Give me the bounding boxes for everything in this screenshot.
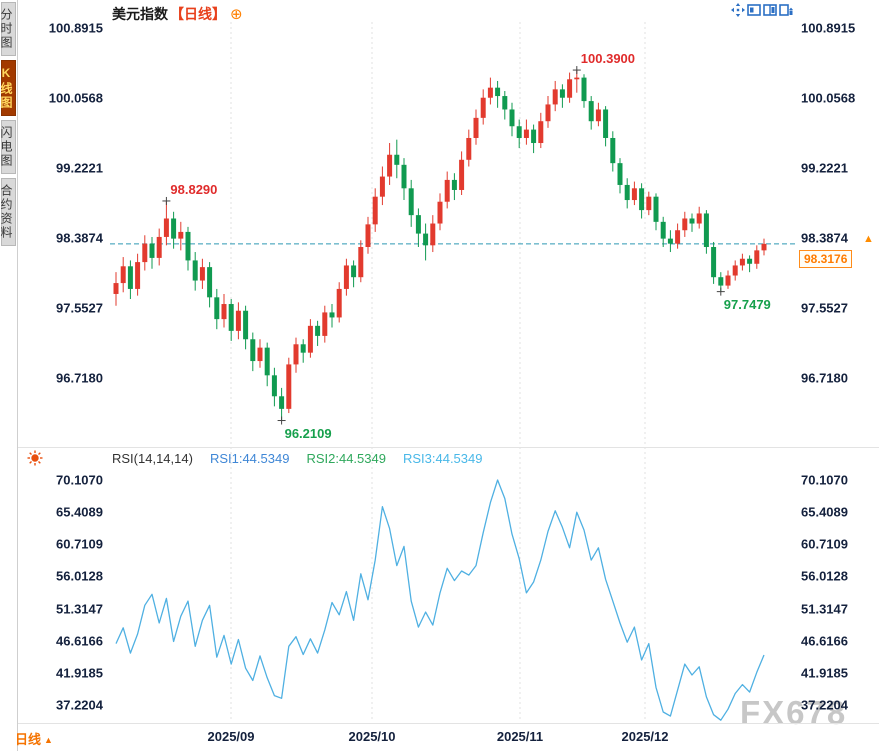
expand-arrows-icon[interactable] [731,3,745,17]
price-annotation: 100.3900 [580,51,636,67]
price-annotation: 96.2109 [284,425,332,441]
price-axis-label-right: 96.7180 [801,370,848,386]
price-axis-label-right: 98.3874 [801,230,848,246]
layout-pop-right-icon[interactable] [779,3,793,17]
chart-layout-toolbar [731,3,793,17]
sidebar-tabs: 分时图 K线图闪电图合约资料 [0,2,17,246]
symbol-title: 美元指数 [112,6,168,22]
timeframe-dropdown-arrow-icon: ▲ [44,735,53,745]
rsi-axis-label-left: 56.0128 [56,568,103,584]
indicator-settings-icon[interactable] [27,450,43,466]
price-axis-label-left: 99.2221 [56,160,103,176]
layout-split-icon[interactable] [763,3,777,17]
rsi-axis-label-left: 46.6166 [56,633,103,649]
xaxis-divider [18,723,879,724]
rsi2-value: RSI2:44.5349 [306,451,386,466]
sidebar-tab-timeshare-chart[interactable]: 分时图 [0,2,16,56]
rsi-axis-label-right: 46.6166 [801,633,848,649]
rsi-axis-label-left: 65.4089 [56,504,103,520]
add-indicator-icon[interactable]: ⊕ [230,6,243,23]
price-axis-label-right: 100.0568 [801,90,856,106]
timeframe-selector-label: 日线 [15,732,42,747]
rsi-axis-label-right: 56.0128 [801,568,848,584]
timeframe-selector[interactable]: 日线 ▲ [15,729,53,748]
price-axis-label-left: 100.8915 [48,20,103,36]
sidebar-tab-lightning-chart[interactable]: 闪电图 [0,120,16,174]
rsi-axis-label-left: 60.7109 [56,536,103,552]
price-axis-label-left: 97.5527 [56,300,103,316]
rsi-axis-label-right: 41.9185 [801,665,848,681]
rsi3-value: RSI3:44.5349 [402,451,483,466]
timeframe-tag: 【日线】 [170,6,226,22]
rsi-axis-label-right: 37.2204 [801,697,848,713]
rsi-header: RSI(14,14,14) RSI1:44.5349 RSI2:44.5349 … [112,451,482,466]
latest-price-arrow-icon[interactable]: ▲ [863,233,874,245]
price-axis-label-right: 100.8915 [801,20,856,36]
rsi-axis-label-right: 70.1070 [801,472,848,488]
current-price-label: 98.3176 [799,250,853,268]
date-axis-label: 2025/09 [207,729,255,744]
price-annotation: 98.8290 [170,181,218,197]
chart-header: 美元指数 【日线】 ⊕ [112,4,243,24]
rsi-axis-label-left: 51.3147 [56,601,103,617]
date-axis-label: 2025/11 [496,729,544,744]
rsi-axis-label-right: 60.7109 [801,536,848,552]
rsi1-value: RSI1:44.5349 [209,451,290,466]
price-axis-label-left: 96.7180 [56,370,103,386]
rsi-title: RSI(14,14,14) [112,451,193,466]
layout-single-icon[interactable] [747,3,761,17]
date-axis-label: 2025/12 [621,729,669,744]
price-axis-label-left: 98.3874 [56,230,103,246]
price-annotation: 97.7479 [723,296,771,312]
price-axis-label-left: 100.0568 [48,90,103,106]
date-axis-label: 2025/10 [348,729,396,744]
sidebar-divider [17,0,18,751]
sidebar-tab-contract-info[interactable]: 合约资料 [0,178,16,246]
price-axis-label-right: 97.5527 [801,300,848,316]
panel-divider [18,447,879,448]
rsi-axis-label-left: 70.1070 [56,472,103,488]
rsi-axis-label-right: 65.4089 [801,504,848,520]
price-axis-label-right: 99.2221 [801,160,848,176]
sidebar-tab-kline-chart[interactable]: K线图 [0,60,16,116]
rsi-axis-label-right: 51.3147 [801,601,848,617]
rsi-axis-label-left: 41.9185 [56,665,103,681]
rsi-axis-label-left: 37.2204 [56,697,103,713]
